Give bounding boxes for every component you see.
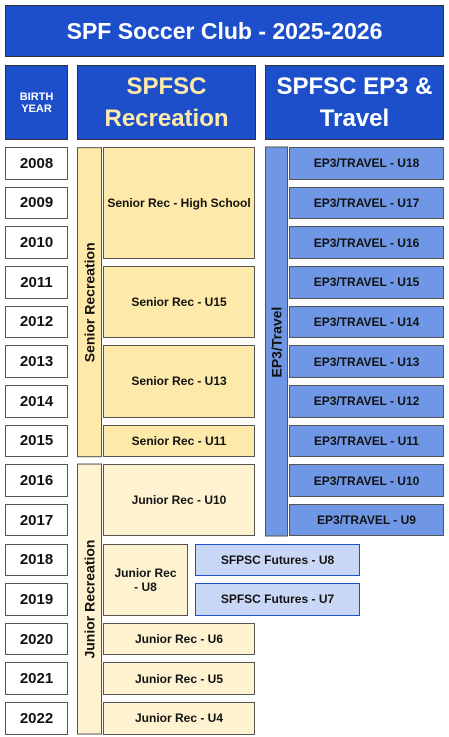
col-header: SPFSC EP3 & Travel bbox=[265, 65, 444, 140]
team: Senior Rec - U11 bbox=[103, 424, 255, 458]
year: 2014 bbox=[5, 384, 68, 418]
team: Senior Rec - High School bbox=[103, 147, 255, 259]
year: 2012 bbox=[5, 305, 68, 339]
year: 2011 bbox=[5, 265, 68, 299]
year: 2018 bbox=[5, 543, 68, 577]
year: 2016 bbox=[5, 464, 68, 497]
year: 2017 bbox=[5, 503, 68, 537]
year: 2008 bbox=[5, 147, 68, 180]
team: EP3/TRAVEL - U15 bbox=[289, 265, 444, 299]
year: 2021 bbox=[5, 662, 68, 696]
year: 2020 bbox=[5, 622, 68, 656]
col-header: BIRTH YEAR bbox=[5, 65, 68, 140]
team: EP3/TRAVEL - U18 bbox=[289, 147, 444, 180]
year: 2019 bbox=[5, 583, 68, 616]
year: 2022 bbox=[5, 702, 68, 735]
team: EP3/TRAVEL - U16 bbox=[289, 226, 444, 259]
group-label: Senior Recreation bbox=[77, 147, 102, 458]
team: EP3/TRAVEL - U12 bbox=[289, 384, 444, 418]
team: Junior Rec - U10 bbox=[103, 464, 255, 537]
team: SFPSC Futures - U8 bbox=[195, 543, 360, 577]
team: Senior Rec - U15 bbox=[103, 265, 255, 339]
team: Senior Rec - U13 bbox=[103, 345, 255, 418]
year: 2009 bbox=[5, 186, 68, 220]
year: 2015 bbox=[5, 424, 68, 458]
team: Junior Rec - U6 bbox=[103, 622, 255, 656]
title: SPF Soccer Club - 2025-2026 bbox=[5, 5, 444, 57]
team: EP3/TRAVEL - U9 bbox=[289, 503, 444, 537]
group-label: EP3/Travel bbox=[265, 147, 288, 537]
team: EP3/TRAVEL - U13 bbox=[289, 345, 444, 378]
col-header: SPFSC Recreation bbox=[77, 65, 256, 140]
team: EP3/TRAVEL - U10 bbox=[289, 464, 444, 497]
team: Junior Rec - U8 bbox=[103, 543, 188, 616]
team: Junior Rec - U4 bbox=[103, 702, 255, 735]
group-label: Junior Recreation bbox=[77, 464, 102, 735]
year: 2010 bbox=[5, 226, 68, 259]
team: SPFSC Futures - U7 bbox=[195, 583, 360, 616]
team: EP3/TRAVEL - U11 bbox=[289, 424, 444, 458]
team: Junior Rec - U5 bbox=[103, 662, 255, 696]
year: 2013 bbox=[5, 345, 68, 378]
team: EP3/TRAVEL - U14 bbox=[289, 305, 444, 339]
team: EP3/TRAVEL - U17 bbox=[289, 186, 444, 220]
